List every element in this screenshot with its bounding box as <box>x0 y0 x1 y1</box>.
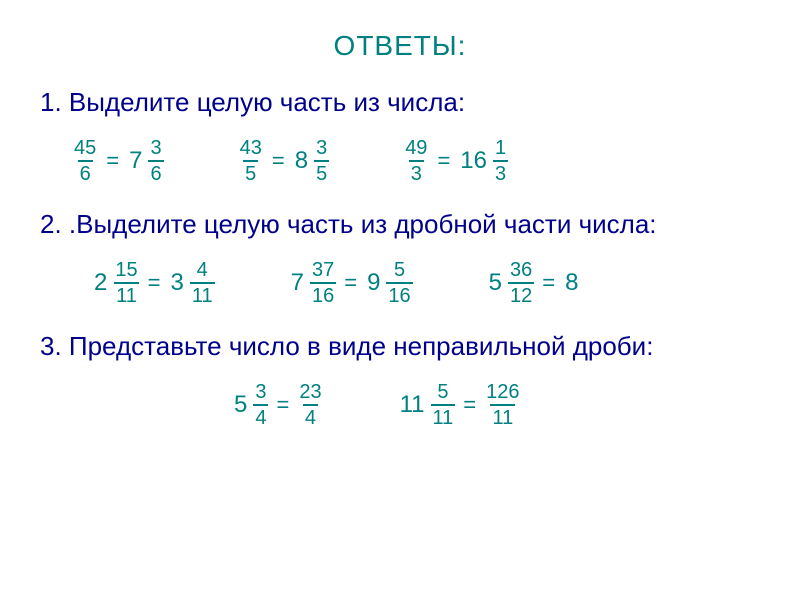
denominator: 5 <box>243 160 258 184</box>
equals-sign: = <box>437 148 450 174</box>
whole-part: 9 <box>367 269 380 297</box>
section-3-heading: 3. Представьте число в виде неправильной… <box>40 331 770 362</box>
fraction: 23 4 <box>297 382 323 428</box>
section-3-row: 5 3 4 = 23 4 11 5 11 = 126 11 <box>30 382 770 428</box>
numerator: 1 <box>493 138 508 160</box>
section-1-row: 45 6 = 7 3 6 43 5 = 8 3 5 49 <box>30 138 770 184</box>
whole-part: 11 <box>400 391 425 419</box>
denominator: 11 <box>114 282 139 306</box>
equals-sign: = <box>148 270 161 296</box>
fraction: 5 16 <box>386 260 412 306</box>
numerator: 3 <box>314 138 329 160</box>
section-1-heading: 1. Выделите целую часть из числа: <box>40 87 770 118</box>
page-title: ОТВЕТЫ: <box>30 30 770 62</box>
eq-3-2: 11 5 11 = 126 11 <box>396 382 524 428</box>
numerator: 3 <box>148 138 163 160</box>
denominator: 16 <box>310 282 336 306</box>
fraction: 3 4 <box>253 382 268 428</box>
worksheet-page: ОТВЕТЫ: 1. Выделите целую часть из числа… <box>0 0 800 600</box>
numerator: 43 <box>238 138 264 160</box>
numerator: 37 <box>310 260 336 282</box>
denominator: 6 <box>78 160 93 184</box>
fraction: 5 11 <box>431 382 456 428</box>
denominator: 6 <box>148 160 163 184</box>
equals-sign: = <box>542 270 555 296</box>
fraction: 15 11 <box>113 260 139 306</box>
section-2-heading: 2. .Выделите целую часть из дробной част… <box>40 209 770 240</box>
equals-sign: = <box>463 392 476 418</box>
denominator: 4 <box>253 404 268 428</box>
eq-1-3: 49 3 = 16 1 3 <box>401 138 510 184</box>
fraction: 126 11 <box>484 382 521 428</box>
whole-part: 5 <box>489 269 502 297</box>
whole-part: 7 <box>129 147 142 175</box>
eq-3-1: 5 3 4 = 23 4 <box>230 382 326 428</box>
equals-sign: = <box>272 148 285 174</box>
numerator: 5 <box>435 382 450 404</box>
denominator: 11 <box>431 404 456 428</box>
whole-part: 16 <box>460 147 487 175</box>
denominator: 16 <box>386 282 412 306</box>
equals-sign: = <box>106 148 119 174</box>
numerator: 23 <box>297 382 323 404</box>
numerator: 15 <box>113 260 139 282</box>
whole-part: 2 <box>94 269 107 297</box>
fraction: 43 5 <box>238 138 264 184</box>
numerator: 5 <box>392 260 407 282</box>
fraction: 49 3 <box>403 138 429 184</box>
eq-2-2: 7 37 16 = 9 5 16 <box>287 260 415 306</box>
fraction: 1 3 <box>493 138 508 184</box>
denominator: 3 <box>409 160 424 184</box>
denominator: 3 <box>493 160 508 184</box>
whole-part: 3 <box>170 269 183 297</box>
denominator: 12 <box>508 282 534 306</box>
fraction: 36 12 <box>508 260 534 306</box>
fraction: 4 11 <box>190 260 215 306</box>
denominator: 11 <box>490 404 515 428</box>
eq-1-1: 45 6 = 7 3 6 <box>70 138 166 184</box>
eq-1-2: 43 5 = 8 3 5 <box>236 138 332 184</box>
whole-part: 7 <box>291 269 304 297</box>
numerator: 36 <box>508 260 534 282</box>
denominator: 11 <box>190 282 215 306</box>
whole-part: 8 <box>565 269 578 297</box>
eq-2-1: 2 15 11 = 3 4 11 <box>90 260 217 306</box>
denominator: 4 <box>303 404 318 428</box>
eq-2-3: 5 36 12 = 8 <box>485 260 583 306</box>
numerator: 126 <box>484 382 521 404</box>
fraction: 45 6 <box>72 138 98 184</box>
fraction: 37 16 <box>310 260 336 306</box>
equals-sign: = <box>276 392 289 418</box>
numerator: 45 <box>72 138 98 160</box>
numerator: 49 <box>403 138 429 160</box>
equals-sign: = <box>344 270 357 296</box>
numerator: 4 <box>195 260 210 282</box>
denominator: 5 <box>314 160 329 184</box>
whole-part: 5 <box>234 391 247 419</box>
fraction: 3 5 <box>314 138 329 184</box>
numerator: 3 <box>253 382 268 404</box>
fraction: 3 6 <box>148 138 163 184</box>
section-2-row: 2 15 11 = 3 4 11 7 37 16 = 9 5 16 <box>30 260 770 306</box>
whole-part: 8 <box>295 147 308 175</box>
